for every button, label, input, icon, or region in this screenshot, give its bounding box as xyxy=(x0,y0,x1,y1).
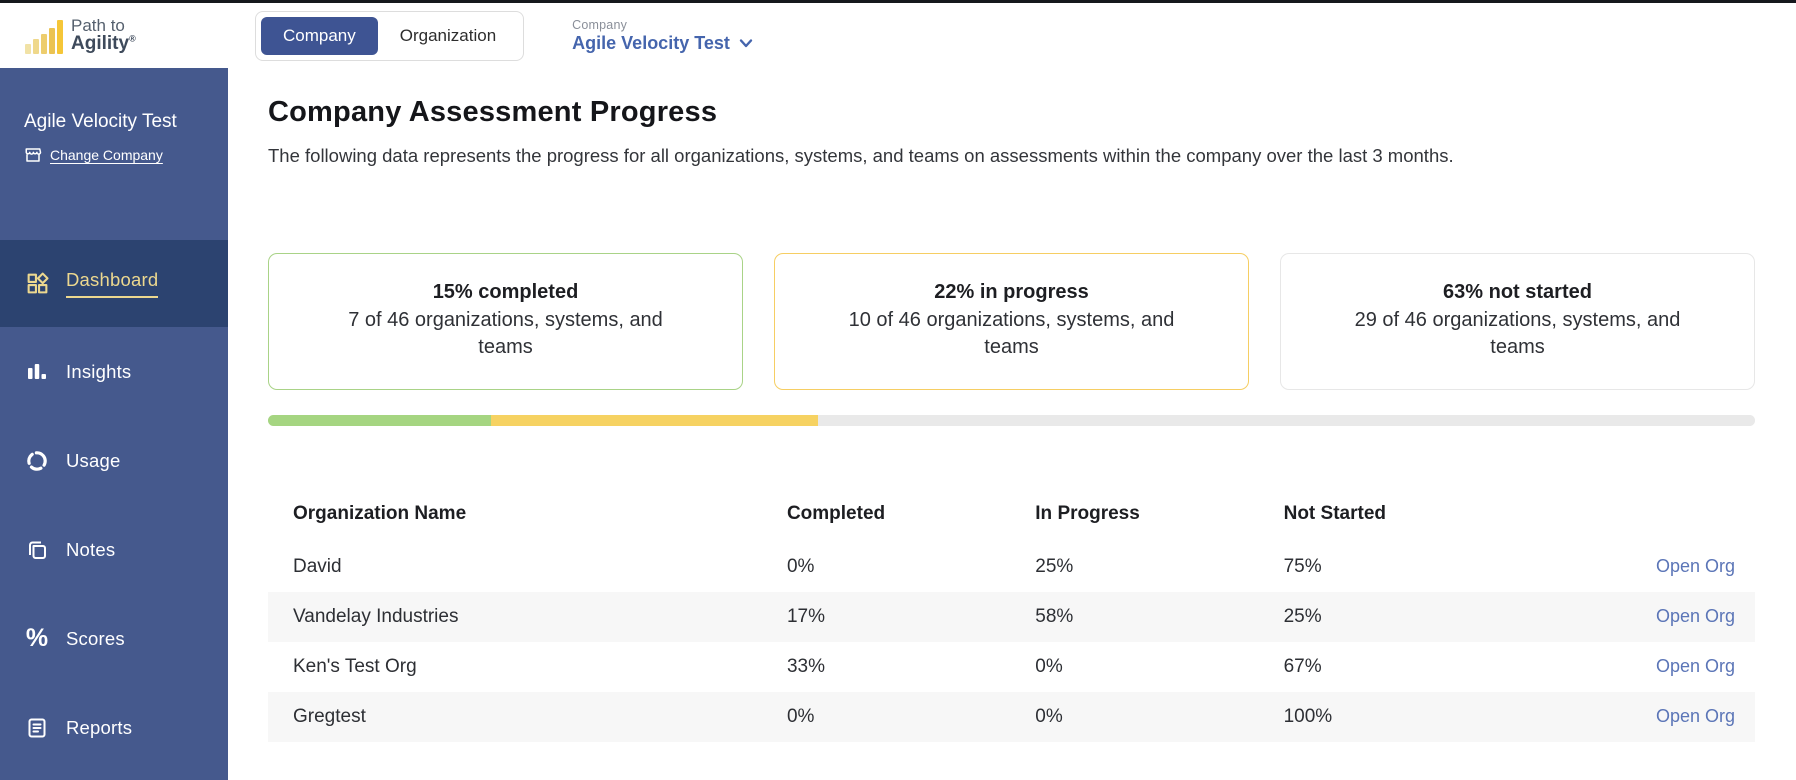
in-progress-cell: 0% xyxy=(1035,655,1063,677)
company-selector-value[interactable]: Agile Velocity Test xyxy=(572,33,754,54)
company-organization-toggle: Company Organization xyxy=(255,10,525,61)
sidebar-item-label: Notes xyxy=(66,538,116,560)
percent-icon: % xyxy=(25,624,49,652)
sidebar-item-label: Reports xyxy=(66,716,133,738)
logo-line2: Agility® xyxy=(71,33,136,55)
card-headline: 22% in progress xyxy=(934,281,1089,304)
not-started-cell: 67% xyxy=(1283,655,1322,677)
page-subtitle: The following data represents the progre… xyxy=(268,145,1454,166)
sidebar: Agile Velocity Test Change Company Dashb… xyxy=(0,68,228,780)
top-header: Path to Agility® Company Organization Co… xyxy=(0,3,1796,68)
completed-cell: 33% xyxy=(786,655,825,677)
progress-segment-in-progress xyxy=(491,414,819,426)
sidebar-item-notes[interactable]: Notes xyxy=(0,505,228,594)
main-content: Company Assessment Progress The followin… xyxy=(228,68,1796,780)
completed-cell: 0% xyxy=(786,555,815,577)
table-row: David 0% 25% 75% Open Org xyxy=(268,542,1755,592)
overall-progress-bar xyxy=(268,414,1755,426)
progress-segment-completed xyxy=(268,414,492,426)
company-selector-label: Company xyxy=(572,17,628,32)
open-org-link[interactable]: Open Org xyxy=(1655,656,1735,677)
table-header-row: Organization Name Completed In Progress … xyxy=(268,486,1755,542)
column-header-not-started: Not Started xyxy=(1283,502,1387,524)
logo-text: Path to Agility® xyxy=(71,15,136,55)
donut-circle-icon xyxy=(24,448,50,474)
completed-cell: 0% xyxy=(786,705,815,727)
table-row: Vandelay Industries 17% 58% 25% Open Org xyxy=(268,591,1755,642)
toggle-company-button[interactable]: Company xyxy=(261,16,378,55)
page-title: Company Assessment Progress xyxy=(268,96,718,128)
sidebar-item-reports[interactable]: Reports xyxy=(0,683,228,772)
toggle-organization-button[interactable]: Organization xyxy=(378,17,518,55)
change-company-row[interactable]: Change Company xyxy=(24,146,208,164)
not-started-cell: 75% xyxy=(1283,555,1322,577)
change-company-link[interactable]: Change Company xyxy=(50,146,163,163)
table-row: Ken's Test Org 33% 0% 67% Open Org xyxy=(268,642,1755,692)
column-header-organization-name: Organization Name xyxy=(293,502,467,524)
open-org-link[interactable]: Open Org xyxy=(1655,556,1735,577)
card-detail: 7 of 46 organizations, systems, and team… xyxy=(348,309,663,359)
in-progress-cell: 58% xyxy=(1035,605,1074,627)
column-header-in-progress: In Progress xyxy=(1035,502,1140,524)
bar-chart-icon xyxy=(24,359,50,385)
sidebar-company-block: Agile Velocity Test Change Company xyxy=(0,68,228,240)
sidebar-item-usage[interactable]: Usage xyxy=(0,416,228,505)
not-started-cell: 100% xyxy=(1283,705,1333,727)
sidebar-item-insights[interactable]: Insights xyxy=(0,327,228,416)
report-document-icon xyxy=(24,715,50,741)
window-top-edge xyxy=(0,0,1796,3)
column-header-completed: Completed xyxy=(786,502,886,524)
company-selector[interactable]: Company Agile Velocity Test xyxy=(572,18,754,54)
open-org-link[interactable]: Open Org xyxy=(1655,706,1735,727)
card-completed: 15% completed 7 of 46 organizations, sys… xyxy=(268,252,743,390)
card-headline: 63% not started xyxy=(1443,281,1592,304)
org-name-cell: Vandelay Industries xyxy=(293,605,459,627)
chevron-down-icon xyxy=(739,39,753,48)
not-started-cell: 25% xyxy=(1283,605,1322,627)
in-progress-cell: 0% xyxy=(1035,705,1063,727)
org-name-cell: Ken's Test Org xyxy=(293,655,417,677)
in-progress-cell: 25% xyxy=(1035,555,1074,577)
dashboard-grid-icon xyxy=(24,271,50,297)
card-headline: 15% completed xyxy=(432,281,579,304)
org-name-cell: Gregtest xyxy=(293,705,366,727)
card-in-progress: 22% in progress 10 of 46 organizations, … xyxy=(774,252,1249,390)
open-org-link[interactable]: Open Org xyxy=(1655,606,1735,627)
progress-segment-not-started xyxy=(818,414,1755,426)
sidebar-item-label: Dashboard xyxy=(66,269,159,298)
path-to-agility-logo: Path to Agility® xyxy=(25,15,225,55)
sidebar-item-label: Scores xyxy=(66,627,125,649)
completed-cell: 17% xyxy=(786,605,825,627)
logo-line1: Path to xyxy=(71,15,125,35)
sidebar-item-label: Usage xyxy=(66,449,121,471)
sidebar-item-scores[interactable]: % Scores xyxy=(0,594,228,683)
org-name-cell: David xyxy=(293,555,342,577)
table-row: Gregtest 0% 0% 100% Open Org xyxy=(268,691,1755,742)
summary-cards: 15% completed 7 of 46 organizations, sys… xyxy=(268,252,1755,390)
sidebar-item-dashboard[interactable]: Dashboard xyxy=(0,240,228,327)
card-detail: 10 of 46 organizations, systems, and tea… xyxy=(848,309,1175,359)
sidebar-company-name: Agile Velocity Test xyxy=(24,111,177,132)
sidebar-item-label: Insights xyxy=(66,360,132,382)
notes-copy-icon xyxy=(24,537,50,563)
storefront-icon xyxy=(25,147,42,162)
card-not-started: 63% not started 29 of 46 organizations, … xyxy=(1280,252,1755,390)
organization-table: Organization Name Completed In Progress … xyxy=(268,486,1755,742)
bar-chart-logo-icon xyxy=(25,18,63,54)
card-detail: 29 of 46 organizations, systems, and tea… xyxy=(1354,309,1681,359)
registered-mark: ® xyxy=(129,34,136,45)
